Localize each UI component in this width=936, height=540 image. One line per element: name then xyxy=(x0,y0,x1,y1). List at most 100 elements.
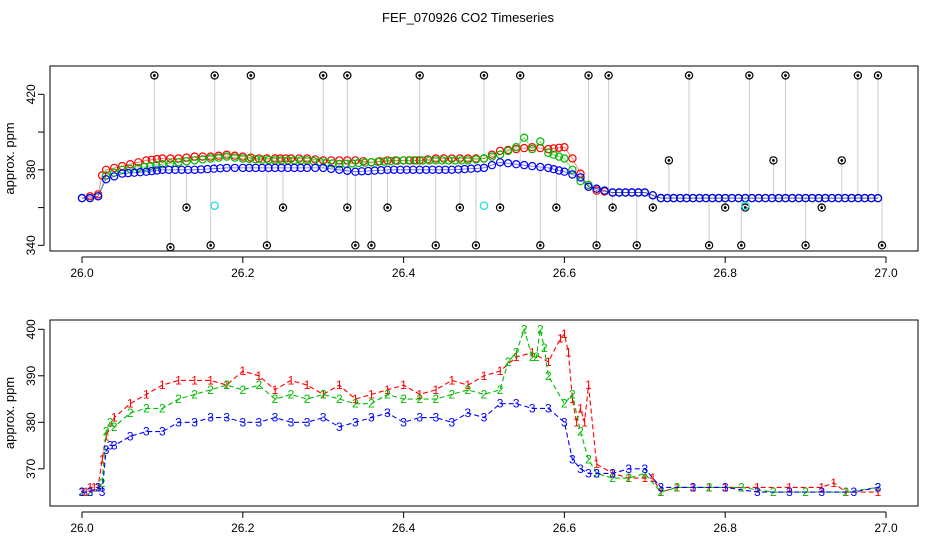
series-3-label: 3 xyxy=(577,462,584,476)
series-3-point xyxy=(209,164,219,173)
top-panel: 26.0 26.2 26.4 26.6 26.8 27.0 340 380 420 approx.… xyxy=(2,65,919,280)
outlier-point xyxy=(166,243,175,252)
outlier-point xyxy=(455,203,465,212)
series-3-label: 3 xyxy=(127,429,134,443)
outlier-point-center xyxy=(474,243,478,247)
series-2-label: 2 xyxy=(738,480,745,494)
series-3-point xyxy=(364,166,373,176)
series-2-label: 2 xyxy=(207,383,214,397)
series-1-point xyxy=(198,152,207,161)
series-1-label: 1 xyxy=(448,373,455,387)
series-1-label: 1 xyxy=(573,415,580,429)
series-3-point xyxy=(203,164,212,174)
y-tick-label: 420 xyxy=(24,84,38,104)
series-2-point xyxy=(386,156,395,166)
series-3-point xyxy=(663,193,672,203)
series-3-point xyxy=(216,164,225,173)
series-3-point xyxy=(512,159,521,169)
series-2-label: 2 xyxy=(561,397,568,411)
series-3-label: 3 xyxy=(593,466,600,480)
series-1-point xyxy=(311,155,320,164)
series-3-point xyxy=(701,193,711,203)
series-2-label: 2 xyxy=(103,425,110,439)
series-3-point xyxy=(296,163,305,173)
series-3-point xyxy=(614,188,624,197)
x-tick-label: 26.4 xyxy=(392,266,416,280)
series-2-label: 2 xyxy=(569,387,576,401)
series-3-point xyxy=(93,192,103,201)
series-3-label: 3 xyxy=(448,415,455,429)
outlier-point xyxy=(721,203,730,212)
plot-frame xyxy=(49,319,919,507)
outlier-point-center xyxy=(743,206,747,209)
series-3-point xyxy=(101,175,111,184)
outlier-point-center xyxy=(635,243,639,247)
outlier-point-center xyxy=(739,243,743,247)
series-1-label: 1 xyxy=(786,480,793,494)
series-2-label: 2 xyxy=(432,392,439,406)
x-tick-label: 27.0 xyxy=(874,266,898,280)
series-3-label: 3 xyxy=(609,466,616,480)
series-3-point xyxy=(123,168,133,178)
series-2-label: 2 xyxy=(400,392,407,406)
series-1-label: 1 xyxy=(111,411,118,425)
series-1-label: 1 xyxy=(432,383,439,397)
outlier-point-center xyxy=(169,245,172,249)
series-3-point xyxy=(473,164,482,173)
outlier-point-center xyxy=(213,74,217,77)
series-2-label: 2 xyxy=(159,401,166,415)
outlier-point-center xyxy=(458,206,462,209)
series-2-point xyxy=(360,158,370,167)
series-3-point xyxy=(495,158,505,167)
series-2-label: 2 xyxy=(352,397,359,411)
series-3-point xyxy=(867,193,876,203)
outlier-point xyxy=(495,203,505,212)
series-1-point xyxy=(568,154,577,163)
series-3-point xyxy=(177,165,186,174)
outlier-point xyxy=(343,203,352,212)
series-2-label: 2 xyxy=(111,420,118,434)
series-3-point xyxy=(77,193,87,203)
outlier-point xyxy=(515,71,525,80)
series-2-point xyxy=(399,156,408,165)
outlier-point-center xyxy=(281,206,285,209)
outlier-point-center xyxy=(595,243,598,247)
outlier-point xyxy=(367,241,376,250)
series-3-point xyxy=(230,163,239,173)
outlier-point-center xyxy=(784,74,787,77)
series-2-label: 2 xyxy=(521,322,528,336)
x-tick-label: 26.2 xyxy=(231,521,255,535)
series-3-label: 3 xyxy=(384,406,391,420)
outlier-point xyxy=(853,71,863,80)
series-3-label: 3 xyxy=(256,415,263,429)
series-2-label: 2 xyxy=(537,322,544,336)
series-1-point xyxy=(560,142,569,152)
x-tick-label: 27.0 xyxy=(874,521,898,535)
series-2-point xyxy=(354,158,363,168)
series-3-point xyxy=(544,163,553,173)
series-2-point xyxy=(560,154,569,163)
series-1-label: 1 xyxy=(87,480,94,494)
outlier-point xyxy=(837,156,846,165)
series-1-label: 1 xyxy=(103,429,110,443)
outlier-point-center xyxy=(386,206,389,209)
series-3-point xyxy=(136,167,145,177)
series-1-label: 1 xyxy=(239,364,246,378)
series-3-label: 3 xyxy=(87,485,94,499)
x-tick-label: 26.0 xyxy=(70,266,94,280)
series-3-label: 3 xyxy=(111,439,118,453)
outlier-point xyxy=(684,71,694,80)
outlier-point xyxy=(604,71,613,80)
series-2-point xyxy=(182,157,191,166)
series-3-point xyxy=(130,168,139,177)
series-1-point xyxy=(281,154,290,163)
outlier-point xyxy=(592,241,601,250)
series-1-label: 1 xyxy=(593,457,600,471)
series-3-label: 3 xyxy=(481,411,488,425)
x-tick-label: 26.8 xyxy=(714,521,738,535)
series-1-point xyxy=(147,155,156,164)
series-3-label: 3 xyxy=(207,411,214,425)
outlier-point xyxy=(704,241,714,250)
series-2-point xyxy=(174,158,183,167)
series-3-point xyxy=(627,188,637,197)
